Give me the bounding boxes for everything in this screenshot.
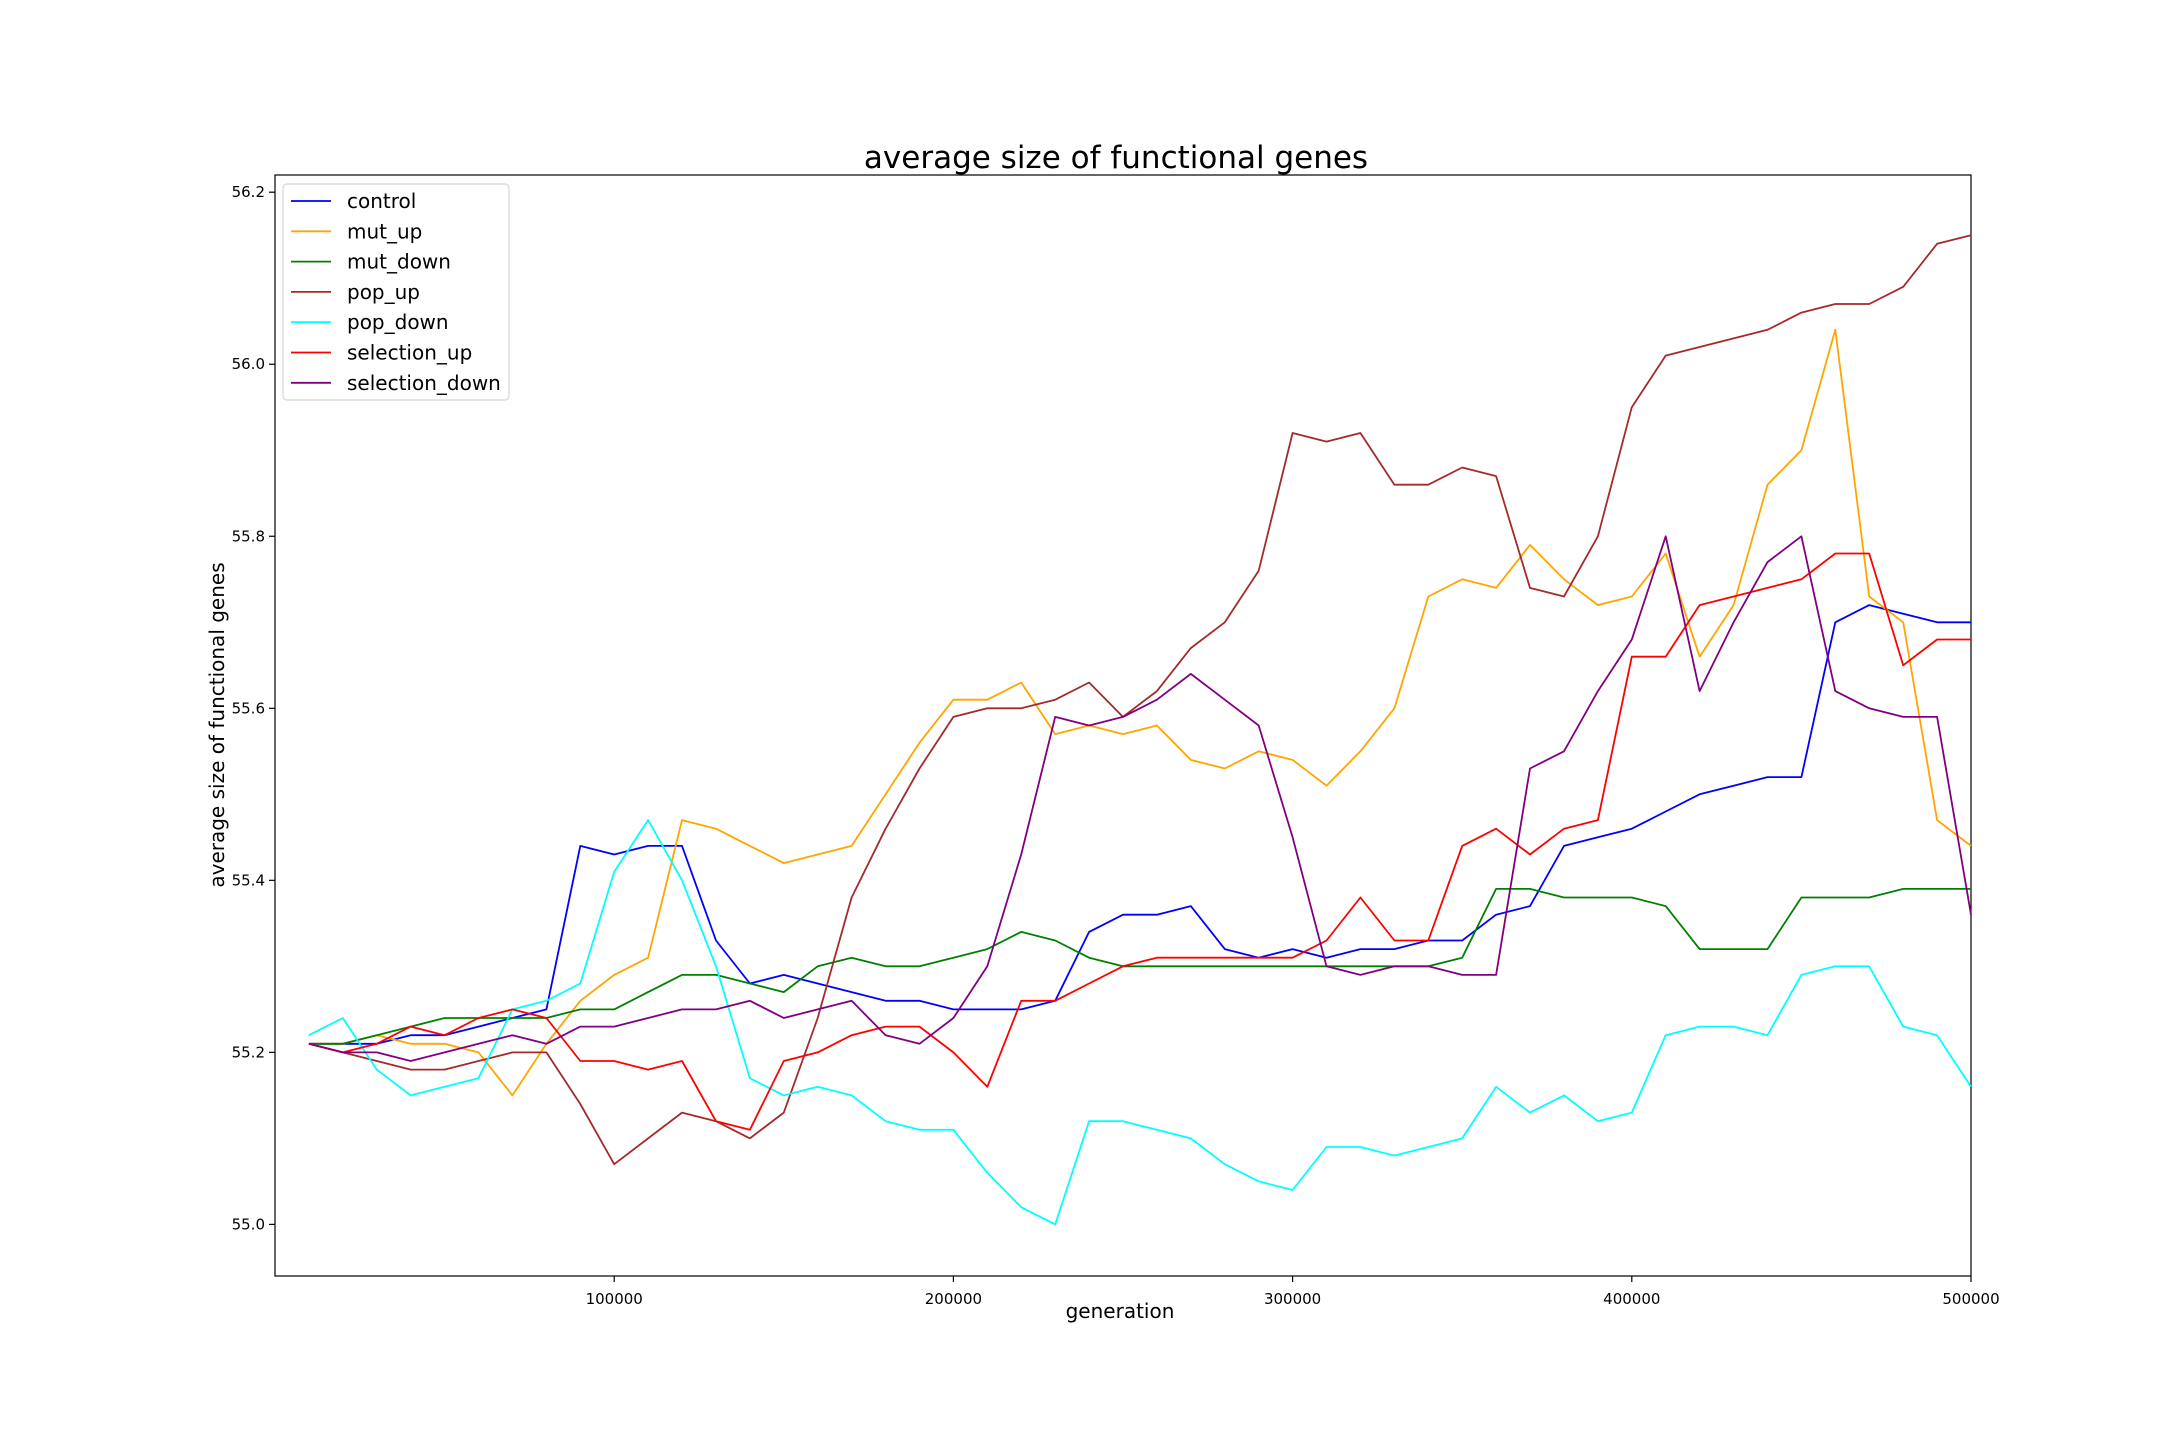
legend-label: pop_up	[347, 280, 420, 304]
series-line-control	[308, 604, 1971, 1045]
y-axis: 55.0 55.2 55.4 55.6 55.8 56.0 56.2	[232, 183, 275, 1233]
y-tick-label: 55.4	[232, 871, 265, 889]
y-tick-label: 55.0	[232, 1215, 265, 1233]
y-tick-label: 55.8	[232, 527, 265, 545]
legend-label: selection_down	[347, 371, 501, 395]
series-line-mut-up	[308, 328, 1972, 1097]
legend-item: mut_down	[291, 250, 451, 274]
legend-item: mut_up	[291, 219, 422, 243]
legend-item: selection_up	[291, 341, 472, 365]
legend-box	[282, 183, 510, 401]
x-tick-label: 400000	[1603, 1290, 1660, 1308]
legend-item: pop_up	[291, 280, 420, 304]
y-tick-label: 56.0	[232, 355, 265, 373]
x-tick-label: 200000	[925, 1290, 982, 1308]
legend-label: control	[347, 189, 416, 213]
y-tick-label: 55.2	[232, 1043, 265, 1061]
plot-area	[274, 174, 1972, 1277]
series-lines	[308, 234, 1972, 1226]
legend-item: pop_down	[291, 310, 449, 334]
series-line-selection-up	[308, 552, 1971, 1131]
x-axis: 100000 200000 300000 400000 500000	[586, 1276, 2000, 1308]
series-line-selection-down	[308, 535, 1972, 1062]
series-line-mut-down	[308, 888, 1971, 1045]
legend-label: pop_down	[347, 310, 449, 334]
legend-label: mut_down	[347, 250, 451, 274]
y-tick-label: 56.2	[232, 183, 265, 201]
series-line-pop-up	[308, 234, 1972, 1166]
legend-label: selection_up	[347, 341, 472, 365]
legend-label: mut_up	[347, 219, 422, 243]
legend: control mut_up mut_down pop_up pop_downselec…	[282, 183, 510, 401]
y-axis-label: average size of functional genes	[205, 562, 229, 887]
legend-item: selection_down	[291, 371, 501, 395]
chart-title: average size of functional genes	[864, 140, 1368, 176]
y-tick-label: 55.6	[232, 699, 265, 717]
x-tick-label: 100000	[586, 1290, 643, 1308]
x-tick-label: 300000	[1264, 1290, 1321, 1308]
series-line-pop-down	[308, 819, 1972, 1226]
legend-item: control	[291, 189, 416, 213]
x-axis-label: generation	[1066, 1299, 1175, 1323]
x-tick-label: 500000	[1942, 1290, 1999, 1308]
